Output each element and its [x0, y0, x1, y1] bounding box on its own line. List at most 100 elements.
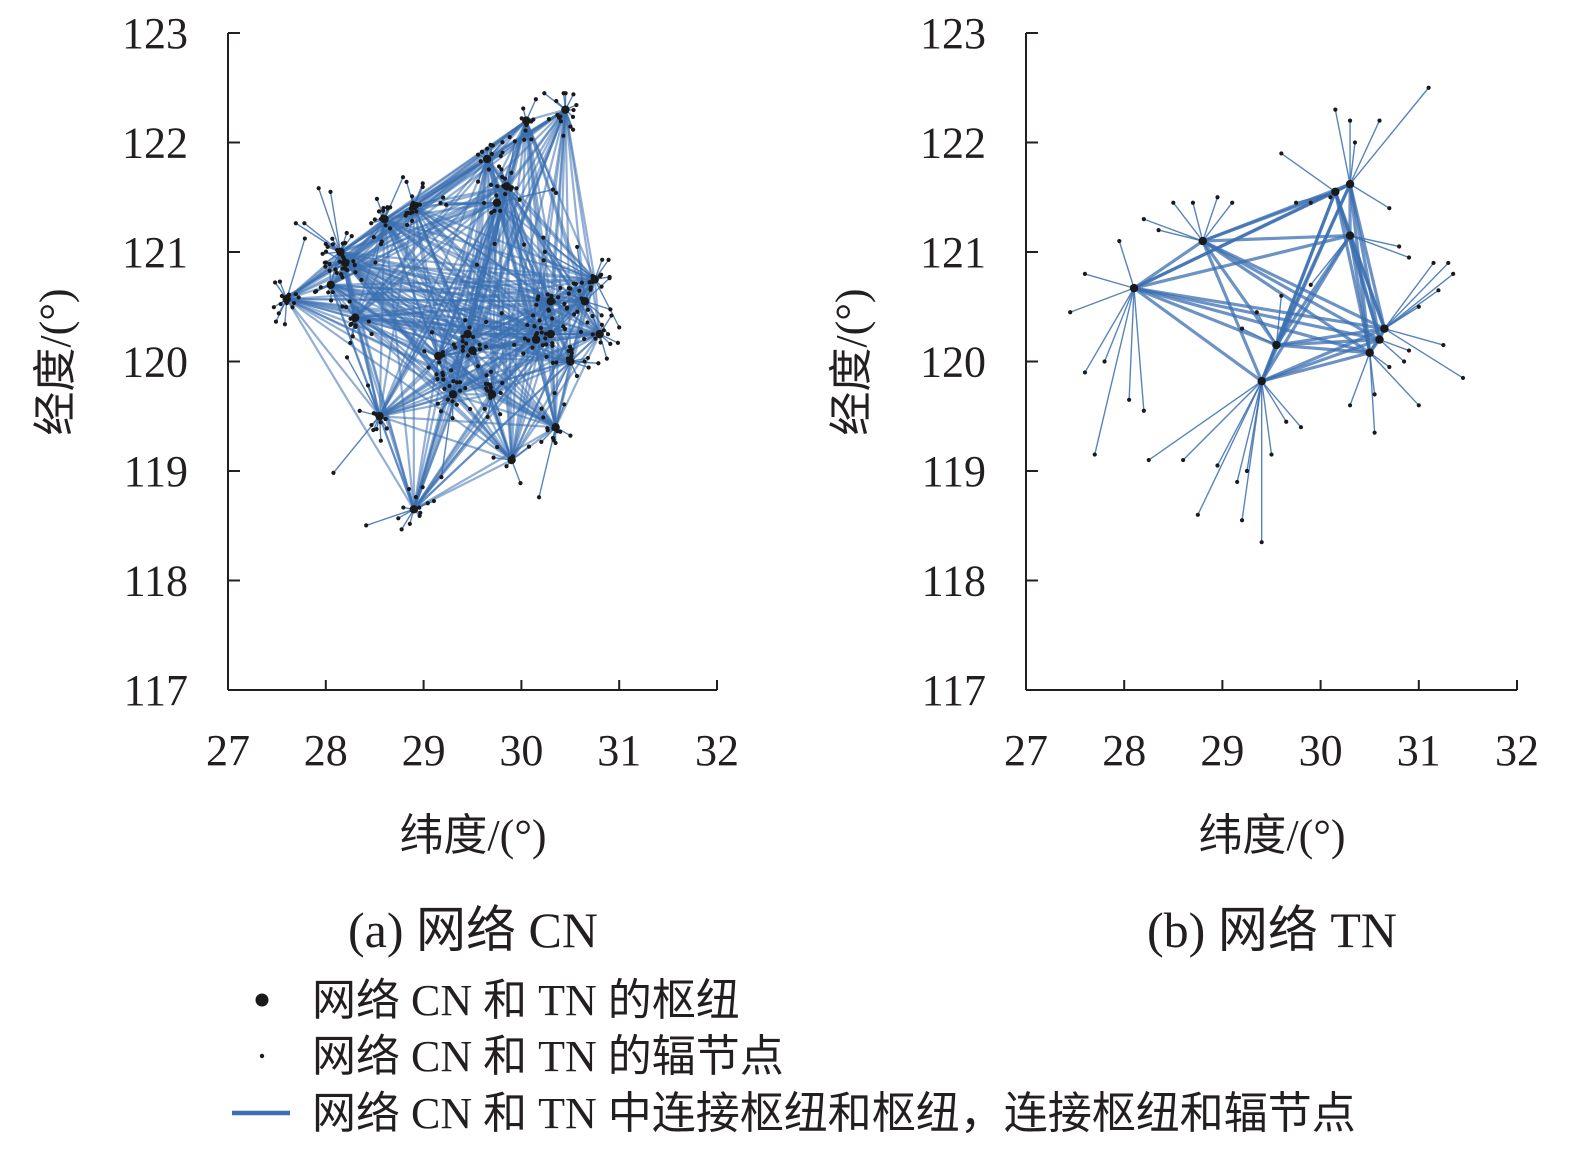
spoke-node [278, 301, 283, 307]
spoke-node [574, 373, 580, 379]
y-tick-label: 121 [920, 228, 986, 277]
spoke-node [483, 344, 489, 349]
spoke-node [417, 202, 423, 207]
spoke-node [322, 260, 327, 265]
spoke-node [327, 261, 332, 267]
hub-edge [554, 109, 567, 428]
spoke-node [1215, 195, 1220, 200]
spoke-node [1416, 304, 1421, 309]
spoke-node [302, 221, 307, 226]
spoke-node [420, 485, 425, 490]
spoke-node [333, 267, 338, 272]
spoke-node [420, 184, 425, 190]
spoke-node [438, 409, 444, 414]
hub-node [463, 329, 472, 339]
spoke-edge [594, 279, 620, 328]
spoke-node [277, 279, 283, 284]
spoke-node [533, 97, 538, 102]
hub-edge [490, 120, 528, 395]
spoke-node [571, 107, 576, 113]
spoke-node [464, 341, 469, 346]
spoke-node [561, 91, 566, 96]
hub-edge [1201, 239, 1381, 341]
spoke-node [374, 426, 379, 432]
x-axis-title-tn: 纬度/(°) [1198, 811, 1345, 860]
hub-edge [1202, 182, 1351, 243]
spoke-node [477, 347, 483, 352]
hub-node [531, 335, 541, 344]
hub-edge [340, 250, 586, 303]
hub-edge [339, 251, 381, 417]
spoke-node [522, 137, 527, 142]
spoke-node [474, 262, 480, 267]
spoke-node [1082, 370, 1088, 375]
spoke-node [409, 218, 415, 224]
spoke-node [1333, 107, 1338, 112]
spoke-node [482, 406, 487, 411]
spoke-edge [1148, 380, 1263, 461]
spoke-node [484, 386, 489, 391]
spoke-edge [1310, 191, 1336, 204]
plot-area-cn [271, 91, 622, 532]
hub-node [1345, 179, 1355, 189]
spoke-node [477, 342, 482, 347]
spoke-node [425, 501, 430, 506]
hub-node [551, 423, 560, 432]
spoke-node [442, 386, 447, 391]
spoke-node [566, 291, 571, 296]
spoke-edge [1172, 202, 1204, 242]
hub-edge [339, 119, 527, 253]
spoke-node [279, 293, 285, 299]
spoke-node [488, 182, 494, 187]
spoke-node [351, 259, 356, 264]
hub-edge [471, 202, 499, 351]
hub-node [1345, 231, 1355, 240]
legend-hub-marker [255, 993, 269, 1007]
spoke-node [371, 427, 376, 433]
spoke-node [585, 307, 591, 312]
spoke-node [296, 295, 301, 300]
spoke-node [590, 313, 595, 319]
spoke-edge [1143, 218, 1204, 242]
spoke-edge [542, 237, 596, 280]
spoke-node [1377, 118, 1382, 123]
hub-node [522, 116, 531, 125]
hub-edge [554, 333, 601, 428]
hub-node [409, 505, 419, 514]
spoke-node [451, 342, 456, 347]
spoke-node [444, 202, 449, 207]
spoke-edge [554, 361, 571, 394]
hub-edge [413, 426, 557, 511]
spoke-node [500, 380, 505, 386]
spoke-node [479, 149, 485, 154]
spoke-edge [367, 385, 381, 417]
spoke-node [585, 320, 590, 325]
hub-edge [339, 251, 493, 396]
hub-edge [1274, 191, 1337, 346]
spoke-node [383, 223, 388, 228]
spoke-edge [286, 238, 306, 300]
spoke-node [484, 319, 489, 325]
spoke-node [599, 313, 604, 318]
spoke-node [1441, 342, 1446, 348]
spoke-node [558, 285, 563, 291]
spoke-node [1460, 375, 1466, 381]
spoke-edge [476, 202, 498, 265]
spoke-node [1235, 479, 1240, 485]
spoke-node [512, 139, 518, 144]
y-tick-label: 122 [122, 119, 188, 168]
spoke-edge [450, 333, 469, 371]
spoke-node [1141, 408, 1146, 413]
hub-edge [1276, 343, 1370, 355]
spoke-node [530, 345, 535, 350]
spoke-node [558, 429, 563, 434]
spoke-node [1215, 463, 1220, 468]
hub-node [336, 247, 345, 257]
spoke-node [562, 301, 567, 306]
spoke-node [577, 288, 582, 293]
spoke-node [550, 316, 555, 321]
spoke-node [414, 209, 419, 214]
spoke-node [570, 127, 576, 132]
spoke-node [549, 293, 554, 298]
spoke-edge [525, 120, 557, 194]
